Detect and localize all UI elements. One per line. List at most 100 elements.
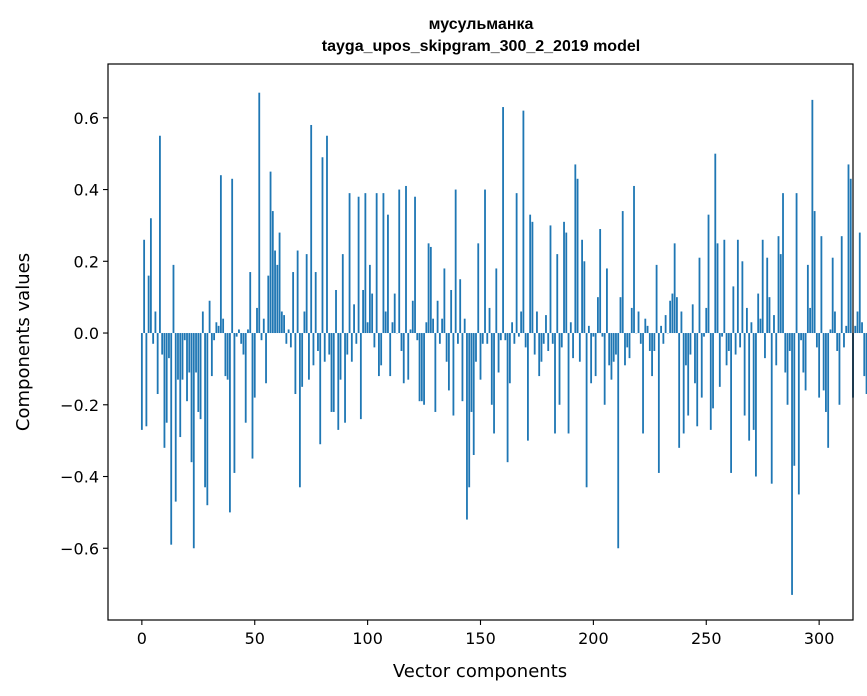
bar-212 xyxy=(619,297,622,334)
bar-252 xyxy=(709,333,712,430)
bar-200 xyxy=(592,333,595,337)
bar-32 xyxy=(213,333,216,341)
bar-266 xyxy=(741,261,744,334)
bar-95 xyxy=(355,333,358,344)
bar-318 xyxy=(858,232,861,334)
bar-226 xyxy=(651,333,653,377)
bar-79 xyxy=(319,333,322,445)
bar-278 xyxy=(768,297,771,334)
bar-26 xyxy=(199,333,202,420)
bar-67 xyxy=(292,272,295,334)
bar-304 xyxy=(827,333,830,448)
bar-105 xyxy=(378,333,380,377)
bar-143 xyxy=(463,318,466,334)
bar-75 xyxy=(310,124,313,334)
bar-141 xyxy=(459,279,462,334)
bar-198 xyxy=(587,325,590,334)
bar-115 xyxy=(400,333,403,351)
bar-248 xyxy=(700,333,703,398)
bar-74 xyxy=(308,333,310,380)
bar-2 xyxy=(145,333,148,427)
bar-296 xyxy=(809,307,812,334)
bar-42 xyxy=(235,333,238,337)
bar-132 xyxy=(438,333,441,344)
bar-97 xyxy=(359,333,362,420)
bar-168 xyxy=(520,311,523,334)
bar-36 xyxy=(222,318,225,334)
y-axis-label: Components values xyxy=(13,253,34,431)
bar-86 xyxy=(335,289,337,334)
bar-187 xyxy=(563,221,565,334)
bar-186 xyxy=(560,333,563,348)
bar-140 xyxy=(457,333,459,344)
plot-frame xyxy=(107,63,854,621)
bar-239 xyxy=(680,311,683,334)
bar-178 xyxy=(542,333,545,344)
bar-59 xyxy=(274,250,276,334)
bar-114 xyxy=(398,189,401,334)
bar-197 xyxy=(585,333,588,488)
bar-78 xyxy=(317,333,319,351)
bar-243 xyxy=(689,333,692,355)
bar-124 xyxy=(420,333,423,402)
bar-48 xyxy=(249,272,252,334)
bar-164 xyxy=(511,322,514,334)
bar-120 xyxy=(411,300,414,334)
bar-208 xyxy=(610,333,613,380)
bar-154 xyxy=(488,307,491,334)
bar-211 xyxy=(617,333,620,549)
x-tick-label: 250 xyxy=(691,629,722,648)
bar-262 xyxy=(732,286,735,334)
bar-206 xyxy=(606,268,608,334)
bar-276 xyxy=(764,333,766,359)
bar-245 xyxy=(694,333,696,384)
bar-184 xyxy=(556,254,559,334)
bar-46 xyxy=(244,333,247,423)
bar-156 xyxy=(493,333,495,434)
bar-11 xyxy=(165,333,168,423)
bar-235 xyxy=(671,293,674,334)
bar-259 xyxy=(725,333,728,366)
y-tick-label: −0.4 xyxy=(60,468,99,487)
bar-305 xyxy=(829,329,832,334)
bar-104 xyxy=(375,193,378,334)
bar-10 xyxy=(163,333,166,448)
bar-174 xyxy=(533,333,536,355)
bar-257 xyxy=(721,333,723,337)
y-tick-label: 0.0 xyxy=(74,324,99,343)
bar-4 xyxy=(149,218,152,334)
bar-312 xyxy=(845,325,848,334)
bar-122 xyxy=(416,333,419,341)
bar-258 xyxy=(723,239,726,334)
bar-152 xyxy=(484,189,486,334)
x-tick-label: 100 xyxy=(352,629,383,648)
bar-129 xyxy=(432,318,434,334)
bar-313 xyxy=(847,164,850,334)
bar-91 xyxy=(346,333,349,355)
bar-166 xyxy=(515,193,518,334)
bar-201 xyxy=(594,333,597,377)
bar-220 xyxy=(637,311,640,334)
bar-148 xyxy=(475,333,477,362)
bar-147 xyxy=(472,333,475,455)
bar-271 xyxy=(752,333,755,430)
bar-196 xyxy=(583,261,586,334)
bar-175 xyxy=(536,311,538,334)
bar-160 xyxy=(502,107,504,334)
bar-127 xyxy=(427,243,430,334)
bar-80 xyxy=(321,157,324,334)
bar-279 xyxy=(770,333,773,484)
bar-171 xyxy=(527,333,529,441)
bar-145 xyxy=(468,333,471,488)
bar-190 xyxy=(569,322,572,334)
bar-25 xyxy=(197,333,200,412)
bar-87 xyxy=(337,333,340,430)
bar-179 xyxy=(545,315,547,334)
bar-189 xyxy=(567,333,570,434)
bar-182 xyxy=(551,333,554,344)
bar-246 xyxy=(696,333,699,427)
bar-260 xyxy=(727,333,730,351)
x-axis-ticks: 0 50 100 150 200 250 300 xyxy=(137,620,834,648)
bar-199 xyxy=(590,333,593,384)
